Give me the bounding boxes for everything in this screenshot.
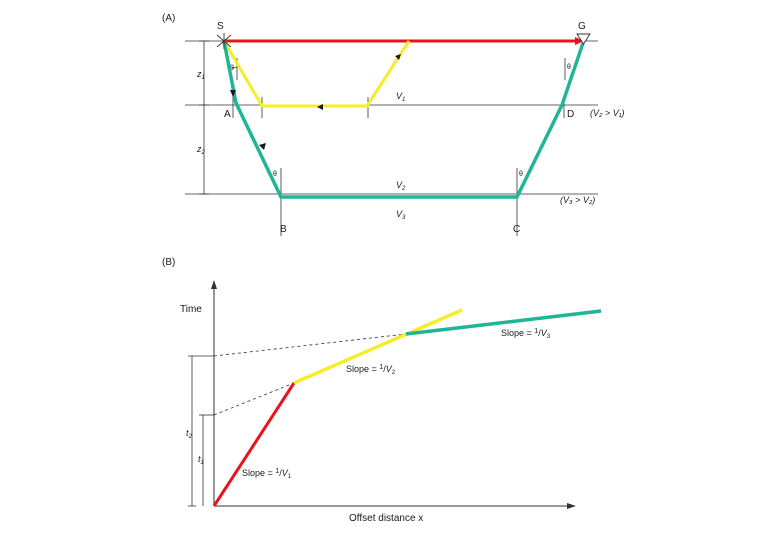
velocity-v1-label: V1 <box>396 91 405 103</box>
source-marker <box>216 33 232 49</box>
point-a-label: A <box>224 109 231 120</box>
panel-b-title: (B) <box>162 257 175 268</box>
layer-2-arrival-segment <box>293 308 463 385</box>
depth-markers: z1 z2 <box>196 40 209 195</box>
direct-wave-path <box>224 37 584 45</box>
panel-a-title: (A) <box>162 13 175 24</box>
layer-3-arrival-segment <box>405 309 602 336</box>
point-c-label: C <box>513 224 520 235</box>
point-g-label: G <box>578 21 586 32</box>
intercept-t1-label: t1 <box>198 454 204 466</box>
slope-v2-label: Slope = 1/V2 <box>346 364 396 376</box>
depth-z1-label: z1 <box>196 69 205 81</box>
offset-axis <box>214 503 576 509</box>
ray-direction-arrows <box>230 54 401 150</box>
slope-v1-label: Slope = 1/V1 <box>242 468 292 480</box>
point-s-label: S <box>217 21 224 32</box>
point-d-label: D <box>567 109 574 120</box>
depth-z2-label: z2 <box>196 144 206 156</box>
point-b-label: B <box>280 224 287 235</box>
geophone-icon <box>576 33 591 45</box>
refraction-path-layer-2 <box>222 40 411 108</box>
velocity-v2-label: V2 <box>396 180 406 192</box>
x-axis-label: Offset distance x <box>349 513 423 524</box>
layer-3-extrapolation <box>213 333 407 357</box>
time-axis <box>211 280 217 506</box>
panel-a-raypath-diagram: (A) z1 z2 θ θ <box>162 13 625 236</box>
theta-mark-at-c: θ <box>519 171 523 178</box>
angle-marks: θ θ θ θ <box>230 64 571 178</box>
condition-v3-gt-v2: (V₃ > V₂) <box>560 195 595 205</box>
condition-v2-gt-v1: (V₂ > V₁) <box>590 108 625 118</box>
slope-v3-label: Slope = 1/V3 <box>501 328 551 340</box>
velocity-v3-label: V3 <box>396 209 406 221</box>
layer-2-extrapolation <box>213 382 295 416</box>
intercept-markers: t2 t1 <box>186 355 214 507</box>
panel-b-traveltime-plot: (B) Time Offset distance x t2 t1 <box>162 257 602 524</box>
refraction-path-layer-3 <box>222 40 585 199</box>
y-axis-label: Time <box>180 304 202 315</box>
theta-mark-at-b: θ <box>273 171 277 178</box>
intercept-t2-label: t2 <box>186 428 193 440</box>
theta-mark-near-source: θ <box>230 65 234 72</box>
theta-mark-near-geophone: θ <box>567 64 571 71</box>
direct-arrival-segment <box>212 382 296 507</box>
